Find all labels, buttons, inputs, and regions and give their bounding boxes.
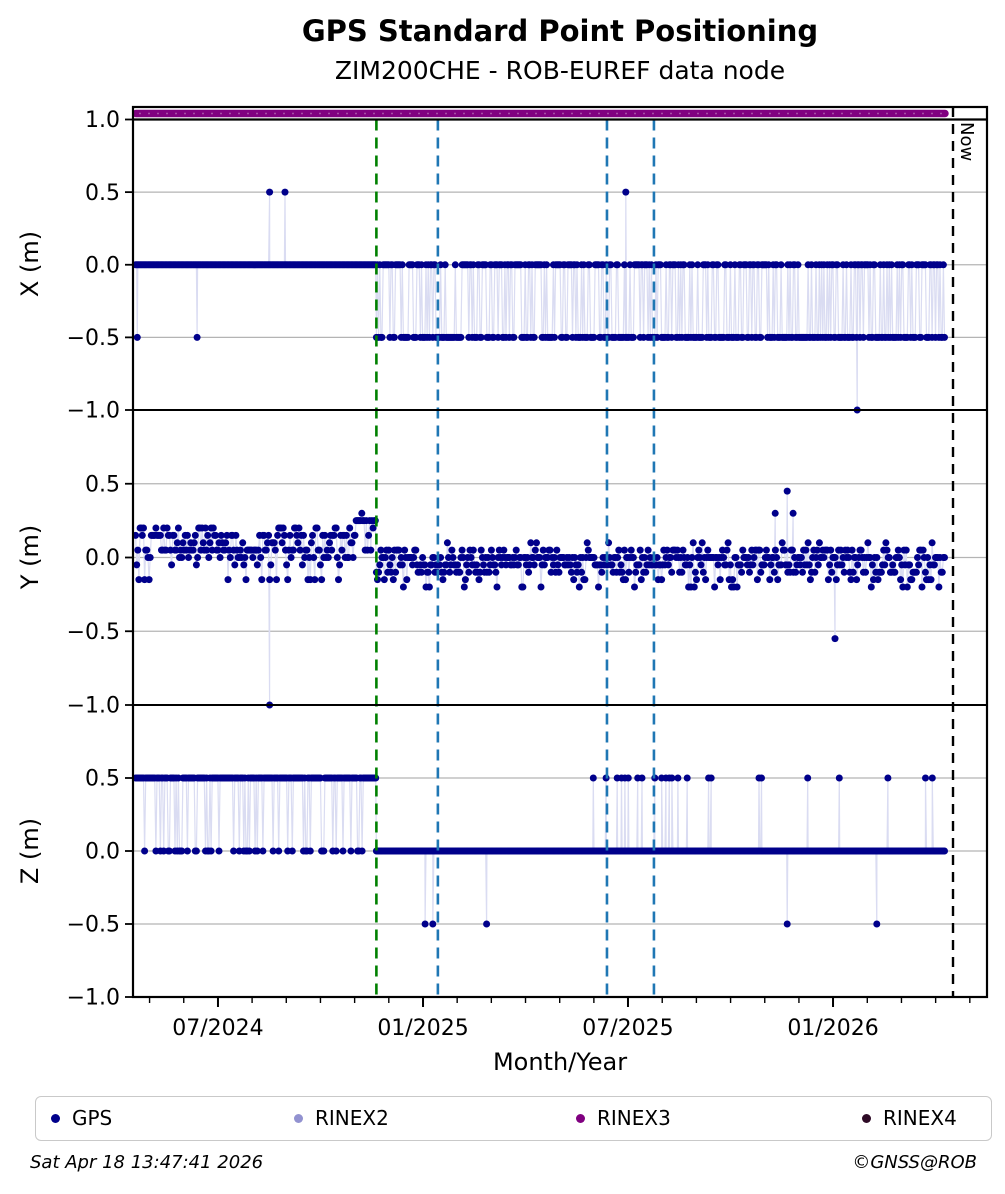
legend-item-rinex2: RINEX2 <box>294 1097 389 1139</box>
timestamp: Sat Apr 18 13:47:41 2026 <box>30 1152 264 1173</box>
ytick-label: −0.5 <box>67 326 120 351</box>
chart-title: GPS Standard Point Positioning <box>301 14 819 48</box>
ytick-label: −0.5 <box>67 913 120 938</box>
rinex4-marker-icon <box>862 1113 871 1123</box>
y-axis-label-y: Y (m) <box>16 524 44 590</box>
xtick-label: 01/2025 <box>377 1016 468 1041</box>
legend: GPS RINEX2 RINEX3 RINEX4 <box>35 1096 992 1141</box>
legend-label-rinex3: RINEX3 <box>597 1106 671 1130</box>
ytick-label: 0.5 <box>85 767 120 792</box>
legend-label-gps: GPS <box>72 1106 113 1130</box>
gps-data-points <box>132 188 948 928</box>
subplot-2-points <box>132 774 948 928</box>
ytick-label: 0.5 <box>85 181 120 206</box>
ytick-label: 0.0 <box>85 253 120 278</box>
ytick-label: −1.0 <box>67 694 120 719</box>
subplot-0-connector <box>135 192 946 411</box>
rinex3-marker-icon <box>576 1113 585 1123</box>
now-label: Now <box>956 122 977 162</box>
legend-label-rinex4: RINEX4 <box>883 1106 957 1130</box>
xtick-label: 07/2024 <box>172 1016 263 1041</box>
xtick-label: 07/2025 <box>582 1016 673 1041</box>
subplot-1-connector <box>135 491 945 706</box>
legend-item-gps: GPS <box>51 1097 112 1139</box>
legend-item-rinex4: RINEX4 <box>862 1097 957 1139</box>
gps-marker-icon <box>51 1113 60 1123</box>
y-axis-label-x: X (m) <box>16 230 44 298</box>
axes: 1.0 0.5 0.0 −0.5 −1.0 0.5 0.0 −0.5 −1.0 0.5 0.0 −0.… <box>67 105 989 1041</box>
ytick-label: −0.5 <box>67 620 120 645</box>
subplot-1-points <box>132 487 948 709</box>
ytick-label: 0.0 <box>85 840 120 865</box>
ytick-label: 0.0 <box>85 546 120 571</box>
ytick-label: −1.0 <box>67 986 120 1011</box>
copyright: ©GNSS@ROB <box>852 1152 977 1173</box>
subplot-0-points <box>132 188 948 414</box>
chart-subtitle: ZIM200CHE - ROB-EUREF data node <box>334 56 786 85</box>
ytick-label: −1.0 <box>67 399 120 424</box>
x-axis-label: Month/Year <box>492 1048 628 1076</box>
ytick-label: 1.0 <box>85 108 120 133</box>
legend-label-rinex2: RINEX2 <box>315 1106 389 1130</box>
rinex2-marker-icon <box>294 1113 303 1123</box>
ytick-label: 0.5 <box>85 472 120 497</box>
overlays <box>132 107 955 997</box>
legend-item-rinex3: RINEX3 <box>576 1097 671 1139</box>
xtick-label: 01/2026 <box>787 1016 878 1041</box>
y-axis-label-z: Z (m) <box>16 817 44 885</box>
